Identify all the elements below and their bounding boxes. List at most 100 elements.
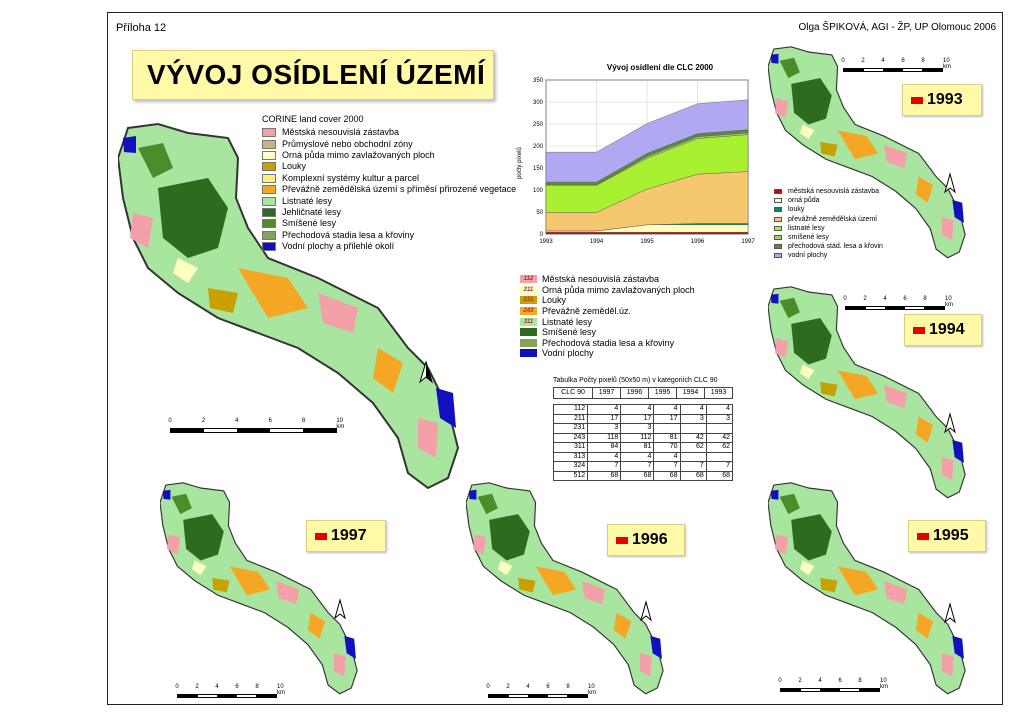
north-arrow-icon — [334, 598, 346, 620]
table-cell: 42 — [679, 432, 707, 443]
legend-swatch: 231 — [520, 296, 537, 305]
legend-label: Převážně zeměděl.úz. — [542, 306, 632, 317]
table-row: 211 17 17 17 3 3 — [552, 413, 734, 424]
chart-legend-item: smíšené lesy — [774, 233, 883, 242]
table-cell: 62 — [679, 442, 707, 453]
y-tick-label: 300 — [533, 100, 544, 106]
legend-label: Vodní plochy a přilehlé okolí — [282, 241, 395, 252]
area-chart: Vývoj osídlení dle CLC 2000 počty pixelů… — [516, 63, 755, 245]
north-arrow-icon — [944, 412, 956, 434]
table-cell: 3 — [705, 413, 734, 424]
table-cell: 68 — [679, 470, 707, 481]
table-row: 512 68 68 68 68 68 — [552, 470, 734, 481]
north-arrow-icon — [640, 600, 652, 622]
x-tick-label: 1995 — [640, 239, 654, 245]
clc90-legend-item: Smíšené lesy — [520, 327, 695, 338]
table-cell: 17 — [653, 413, 681, 424]
legend-swatch — [774, 189, 782, 195]
clc90-legend-item: Přechodová stadia lesa a křoviny — [520, 338, 695, 349]
main-title: VÝVOJ OSÍDLENÍ ÚZEMÍ — [147, 59, 486, 90]
corine-legend-item: Smíšené lesy — [262, 218, 516, 229]
clc90-legend: 112 Městská nesouvislá zástavba 211 Orná pů… — [520, 274, 695, 359]
table-cell: 81 — [653, 432, 681, 443]
table-cell: 4 — [620, 404, 655, 415]
table-row: 231 3 3 — [552, 423, 734, 434]
flag-icon — [917, 532, 929, 540]
table-cell: 42 — [705, 432, 734, 443]
legend-label: Vodní plochy — [542, 348, 594, 359]
table-cell: 68 — [705, 470, 734, 481]
legend-label: louky — [788, 206, 805, 214]
table-cell: 3 — [620, 423, 655, 434]
table-header-cell: 1994 — [676, 387, 705, 399]
chart-legend-item: převážně zemědělská území — [774, 215, 883, 224]
chart-legend-item: orná půda — [774, 196, 883, 205]
legend-label: Listnaté lesy — [542, 316, 593, 327]
legend-swatch — [774, 235, 782, 241]
pixel-table-header: CLC 90 1997 1996 1995 1994 1993 — [552, 387, 733, 399]
table-cell: 512 — [552, 470, 589, 481]
area-series-0 — [545, 232, 749, 235]
table-cell — [653, 423, 681, 434]
legend-swatch — [262, 242, 276, 252]
area-series-7 — [545, 99, 749, 183]
table-row: 243 118 112 81 42 42 — [552, 432, 734, 443]
table-cell: 4 — [587, 451, 622, 462]
scale-bar-1996: 0 2 4 6 8 10 km — [486, 684, 596, 698]
x-tick-label: 1997 — [741, 239, 755, 245]
map-1995 — [768, 482, 966, 695]
table-cell: 62 — [705, 442, 734, 453]
clc90-legend-item: Vodní plochy — [520, 348, 695, 359]
corine-legend-item: Převážně zemědělská území s příměsí přir… — [262, 184, 516, 195]
table-cell: 231 — [552, 423, 589, 434]
table-cell — [679, 451, 707, 462]
chart-ylabel: počty pixelů — [516, 147, 523, 179]
table-cell: 4 — [620, 451, 655, 462]
table-header-cell: 1993 — [704, 387, 733, 399]
table-row: 112 4 4 4 4 4 — [552, 404, 734, 415]
north-arrow-icon — [419, 360, 433, 384]
pixel-table: 112 4 4 4 4 4 211 17 17 17 3 3 231 3 3 243 118 112 81 42 42 3… — [552, 404, 734, 481]
legend-swatch — [262, 139, 276, 149]
flag-icon — [913, 326, 925, 334]
table-header-cell: CLC 90 — [552, 387, 594, 399]
legend-label: Orná půda mimo zavlažovaných ploch — [282, 149, 435, 160]
table-cell — [679, 423, 707, 434]
table-row: 313 4 4 4 — [552, 451, 734, 462]
year-box-1996: 1996 — [607, 524, 685, 556]
legend-label: Komplexní systémy kultur a parcel — [282, 172, 420, 183]
table-cell: 311 — [552, 442, 589, 453]
map-frame — [107, 12, 1003, 705]
chart-legend: městská nesouvislá zástavba orná půda louk… — [774, 187, 883, 261]
table-header-cell: 1996 — [620, 387, 650, 399]
scale-bar-main: 0 2 4 6 8 10 km — [168, 418, 344, 438]
table-cell: 17 — [587, 413, 622, 424]
legend-swatch — [262, 185, 276, 195]
legend-label: Louky — [542, 295, 567, 306]
legend-label: převážně zemědělská území — [788, 215, 878, 223]
scale-bar-1993: 0 2 4 6 8 10 km — [841, 58, 951, 72]
legend-swatch — [262, 150, 276, 160]
legend-label: Městská nesouvislá zástavba — [542, 274, 660, 285]
table-cell: 84 — [587, 442, 622, 453]
x-tick-label: 1994 — [590, 239, 604, 245]
table-cell: 17 — [620, 413, 655, 424]
legend-label: městská nesouvislá zástavba — [788, 188, 880, 196]
table-cell: 324 — [552, 461, 589, 472]
legend-label: orná půda — [788, 197, 820, 205]
legend-label: Jehličnaté lesy — [282, 206, 342, 217]
appendix-label: Příloha 12 — [116, 22, 167, 34]
clc90-legend-item: 311 Listnaté lesy — [520, 316, 695, 327]
year-box-1994: 1994 — [904, 314, 982, 346]
table-cell: 7 — [705, 461, 734, 472]
legend-swatch — [262, 230, 276, 240]
legend-label: smíšené lesy — [788, 234, 829, 242]
corine-legend-item: Vodní plochy a přilehlé okolí — [262, 241, 516, 252]
table-row: 324 7 7 7 7 7 — [552, 461, 734, 472]
legend-swatch — [774, 216, 782, 222]
flag-icon — [315, 532, 327, 540]
table-cell: 4 — [705, 404, 734, 415]
legend-swatch — [774, 225, 782, 231]
year-box-1993: 1993 — [902, 84, 982, 116]
year-box-1995: 1995 — [908, 520, 986, 552]
